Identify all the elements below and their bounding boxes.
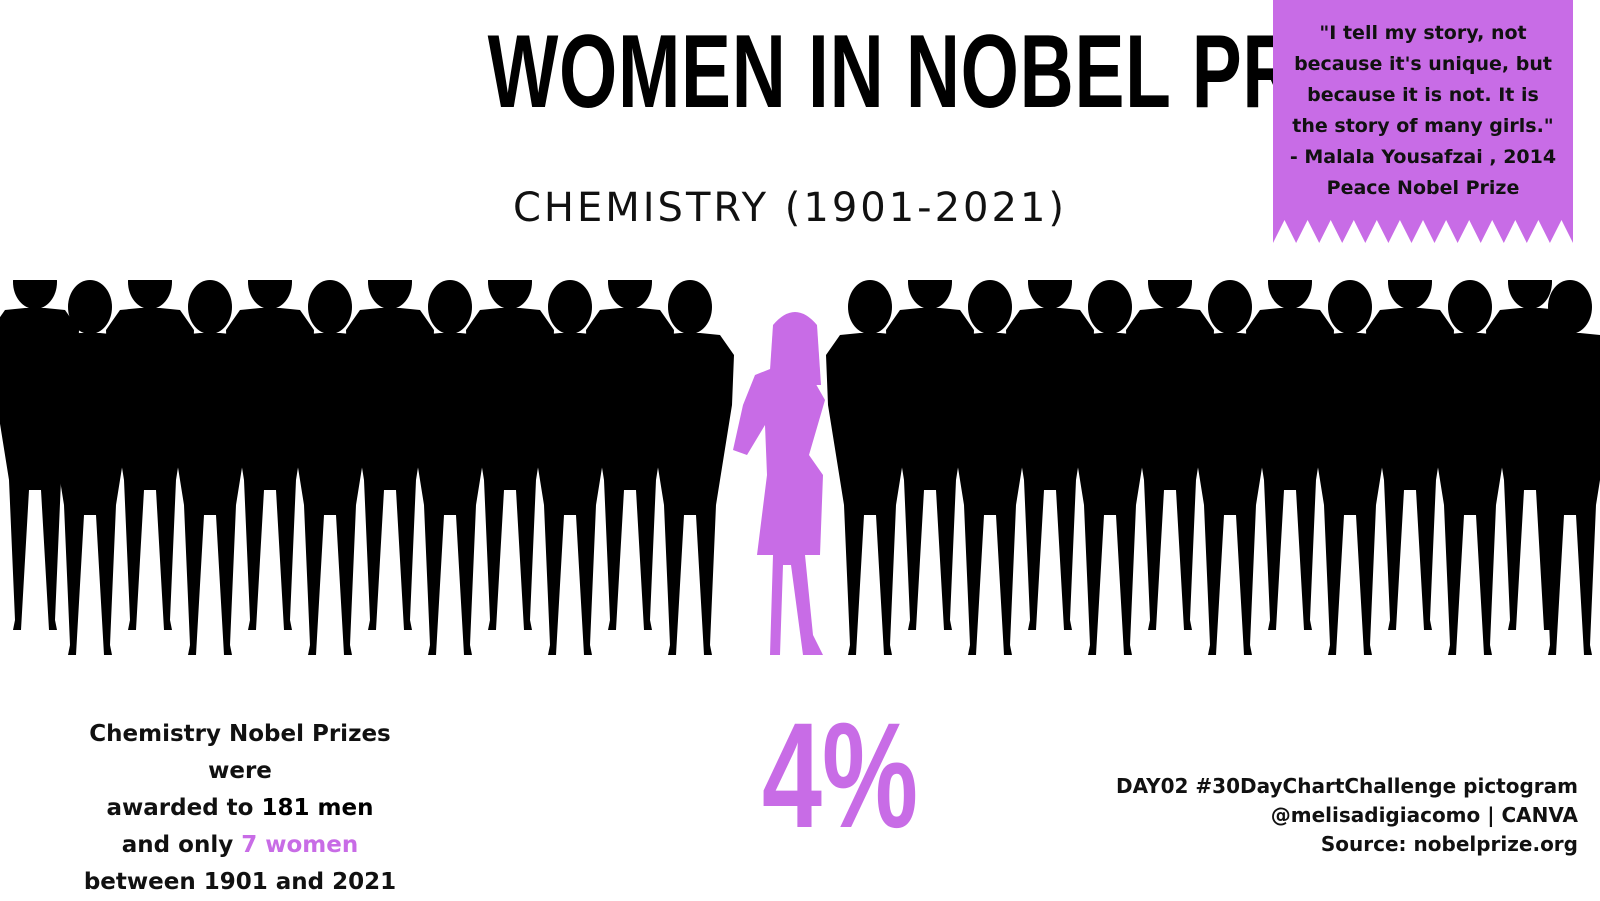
man-head [1548, 280, 1592, 334]
page-title: WOMEN IN NOBEL PRIZE [487, 14, 1416, 130]
credits-line-2: @melisadigiacomo | CANVA [1270, 803, 1578, 827]
summary-line-4: between 1901 and 2021 [83, 869, 397, 895]
man-head [368, 280, 412, 309]
man-head [608, 280, 652, 309]
summary-line-3: and only 7 women [60, 827, 420, 864]
man-silhouette [526, 333, 614, 655]
summary-line-3-prefix: and only [121, 832, 242, 858]
man-head [128, 280, 172, 309]
summary-line-1: Chemistry Nobel Prizes were [89, 721, 391, 784]
man-silhouette [166, 333, 254, 655]
man-head [1148, 280, 1192, 309]
women-count: 7 women [241, 832, 359, 858]
man-silhouette [1526, 333, 1600, 655]
quote-banner: "I tell my story, not because it's uniqu… [1273, 0, 1573, 243]
man-head [968, 280, 1012, 334]
man-head [1208, 280, 1252, 334]
man-head [1388, 280, 1432, 309]
man-head [428, 280, 472, 334]
man-head [1508, 280, 1552, 309]
man-silhouette [826, 333, 914, 655]
men-count: 181 men [261, 795, 374, 821]
man-head [248, 280, 292, 309]
summary-line-2-prefix: awarded to [106, 795, 262, 821]
man-silhouette [46, 333, 134, 655]
man-head [1088, 280, 1132, 334]
women-percent: 4% [761, 691, 919, 859]
man-silhouette [1186, 333, 1274, 655]
page-subtitle: CHEMISTRY (1901-2021) [512, 185, 1068, 231]
credits-line-3: Source: nobelprize.org [1320, 832, 1578, 856]
summary-text: Chemistry Nobel Prizes were awarded to 1… [60, 716, 420, 901]
man-silhouette [946, 333, 1034, 655]
man-silhouette [286, 333, 374, 655]
woman-silhouette [733, 365, 825, 655]
man-silhouette [646, 333, 734, 655]
man-head [1028, 280, 1072, 309]
man-head [13, 280, 57, 309]
man-head [488, 280, 532, 309]
man-silhouette [1306, 333, 1394, 655]
summary-line-2: awarded to 181 men [60, 790, 420, 827]
man-head [1448, 280, 1492, 334]
man-head [848, 280, 892, 334]
woman-hair [769, 312, 821, 385]
man-head [668, 280, 712, 334]
pictogram [0, 280, 1600, 655]
man-silhouette [1426, 333, 1514, 655]
man-head [308, 280, 352, 334]
credits-line-1: DAY02 #30DayChartChallenge pictogram [1115, 774, 1578, 798]
quote-banner-shape [1273, 0, 1573, 243]
man-head [908, 280, 952, 309]
men-silhouettes [0, 280, 1600, 655]
women-silhouettes [733, 312, 825, 655]
man-silhouette [1066, 333, 1154, 655]
credits: DAY02 #30DayChartChallenge pictogram @me… [1058, 772, 1578, 859]
man-head [68, 280, 112, 334]
quote-text: "I tell my story, not because it's uniqu… [1289, 22, 1557, 199]
man-head [188, 280, 232, 334]
man-head [1328, 280, 1372, 334]
man-head [548, 280, 592, 334]
man-silhouette [406, 333, 494, 655]
man-head [1268, 280, 1312, 309]
